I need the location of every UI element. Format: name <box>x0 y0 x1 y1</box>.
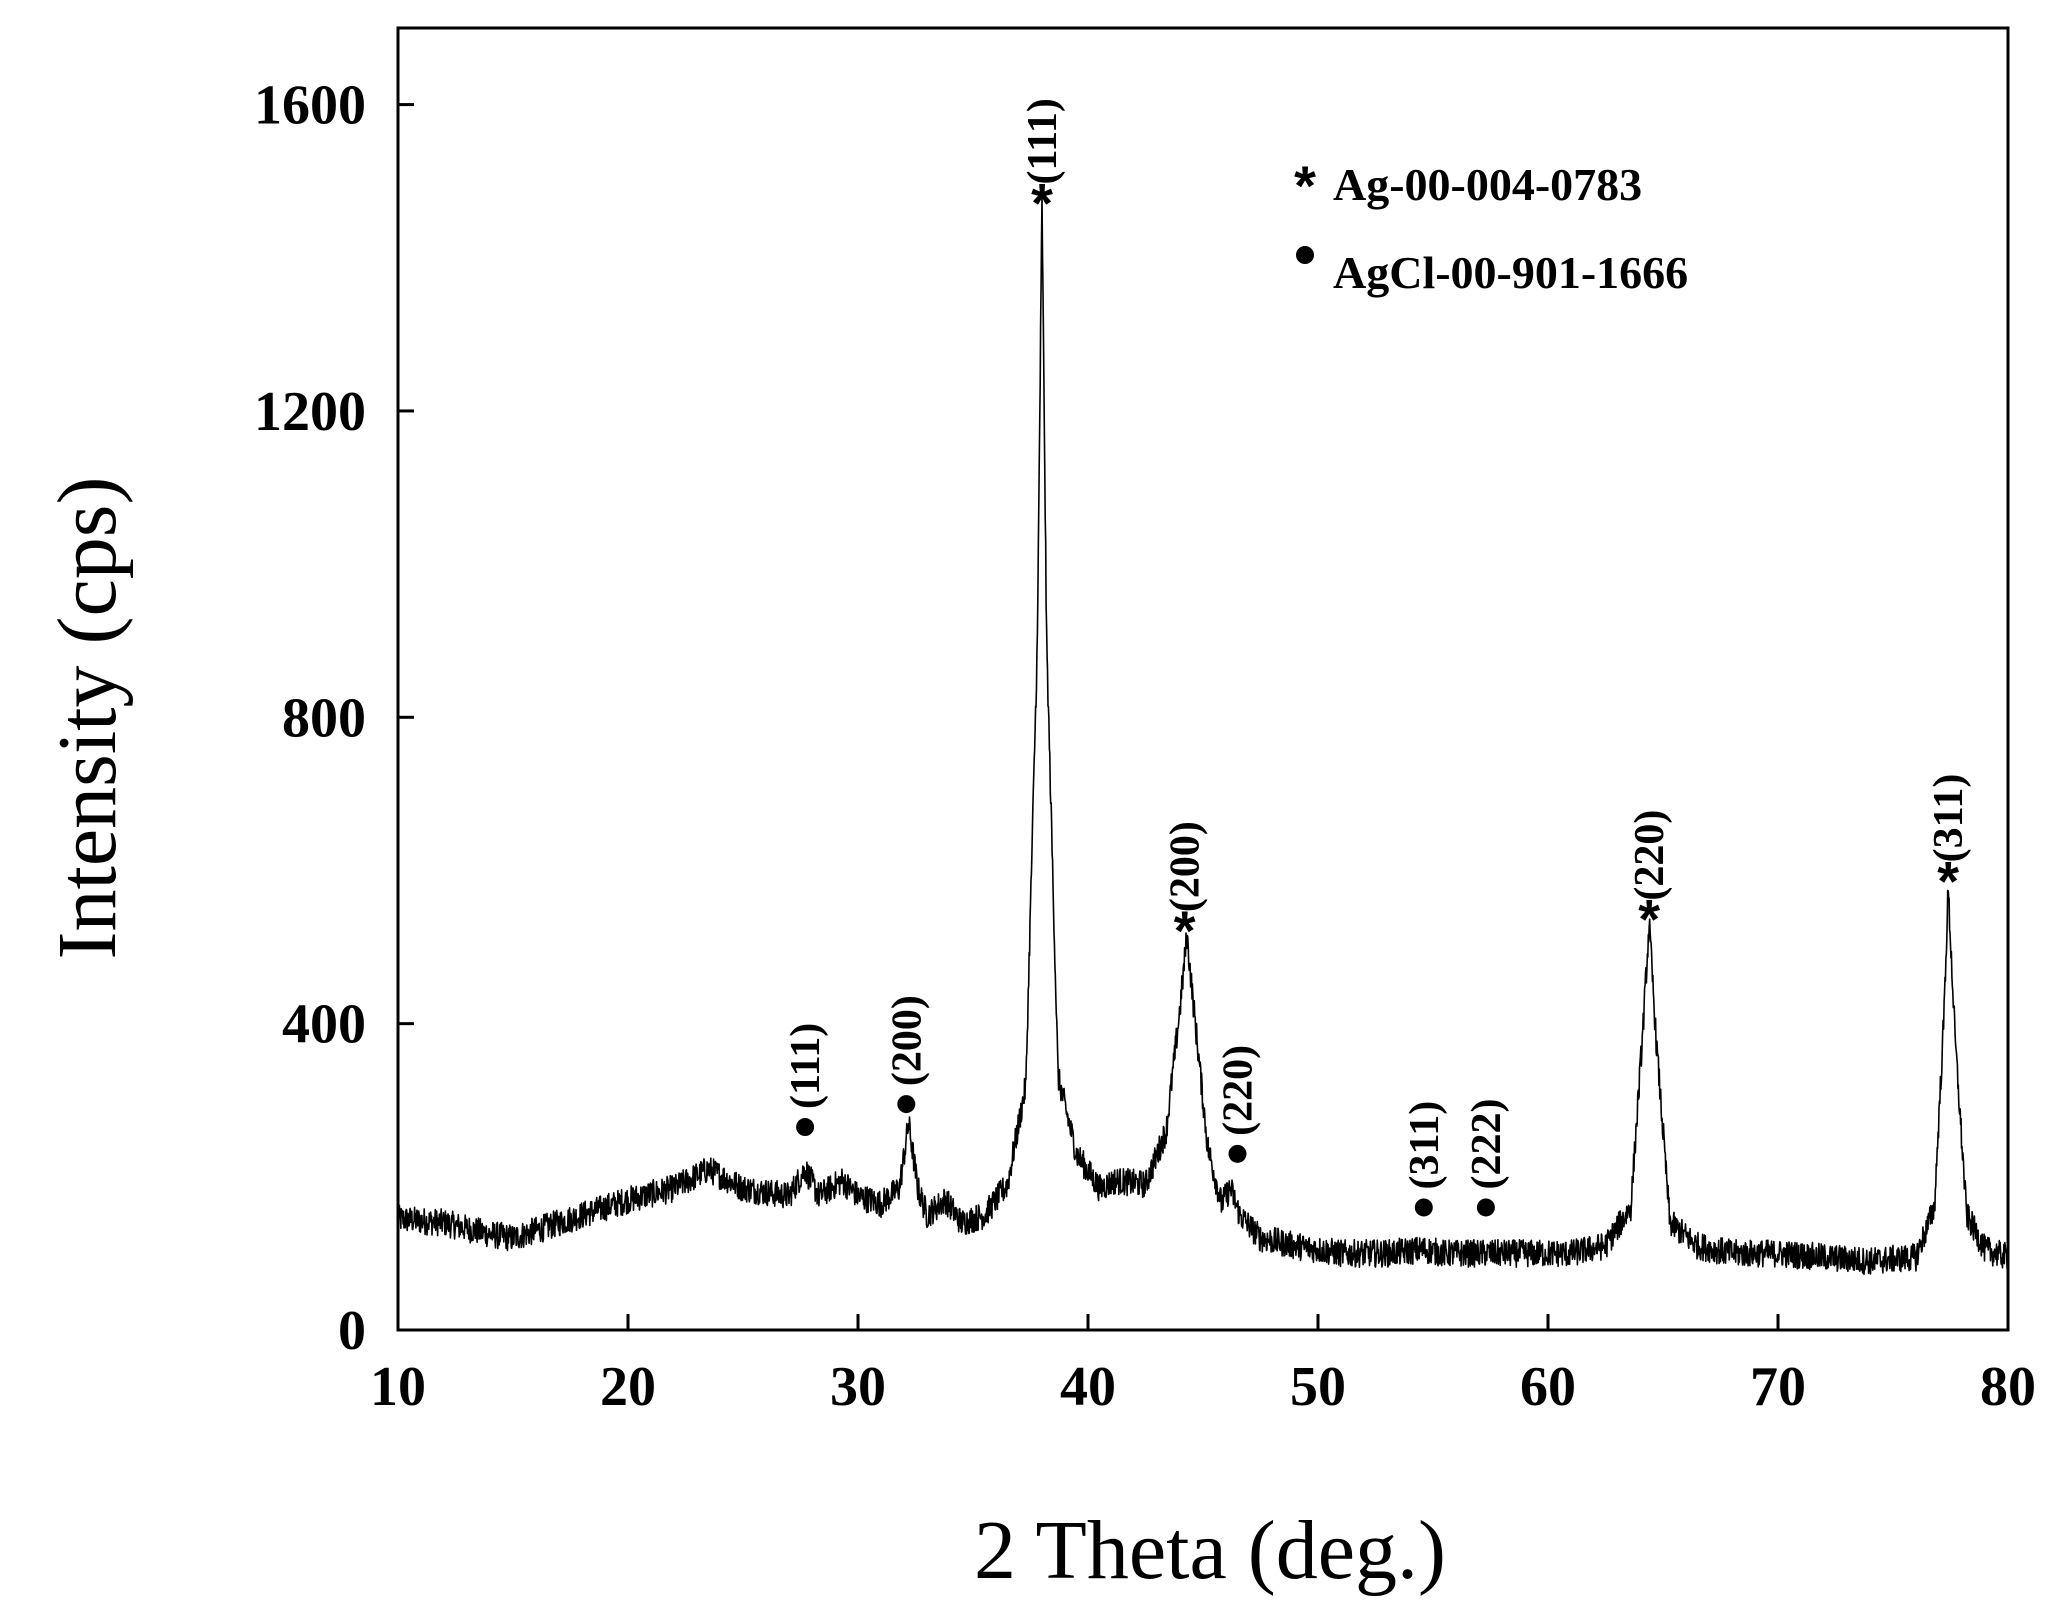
legend-label: Ag-00-004-0783 <box>1333 159 1642 210</box>
x-tick-label: 10 <box>370 1356 426 1418</box>
legend-star-icon: * <box>1294 154 1316 217</box>
annotation-layer: (111) (200)*(111)*(200)(220)(311) (222)*(2… <box>783 98 1972 1217</box>
peak-label: (111) <box>783 1023 829 1109</box>
agcl-peak-marker <box>897 1095 916 1114</box>
agcl-peak-marker <box>1228 1144 1247 1163</box>
x-axis-title: 2 Theta (deg.) <box>974 1504 1446 1597</box>
x-tick-label: 20 <box>600 1356 656 1418</box>
agcl-peak-marker <box>796 1118 815 1137</box>
ag-peak-marker: * <box>1031 171 1053 234</box>
plot-border <box>396 26 2010 1332</box>
y-tick-label: 0 <box>338 1300 366 1362</box>
x-axis: 10 20 30 40 50 60 70 80 <box>370 1314 2036 1418</box>
peak-label: (220) <box>1216 1045 1262 1136</box>
legend: * Ag-00-004-0783 AgCl-00-901-1666 <box>1294 154 1688 298</box>
peak-label: (222) <box>1464 1098 1510 1189</box>
y-tick-label: 800 <box>282 687 366 749</box>
peak-label: (200) <box>1163 821 1209 912</box>
y-tick-label: 1600 <box>254 75 366 137</box>
x-tick-label: 50 <box>1290 1356 1346 1418</box>
x-tick-label: 80 <box>1980 1356 2036 1418</box>
y-axis: 0 400 800 1200 1600 <box>254 75 414 1362</box>
peak-label: (200) <box>884 995 930 1086</box>
agcl-peak-marker <box>1414 1198 1433 1217</box>
agcl-peak-marker <box>1476 1198 1495 1217</box>
y-tick-label: 1200 <box>254 381 366 443</box>
legend-dot-icon <box>1296 246 1314 264</box>
peak-label: (311) <box>1402 1101 1448 1190</box>
peak-label: (220) <box>1627 810 1673 901</box>
peak-label: (111) <box>1020 98 1066 184</box>
series-line <box>397 195 2009 1275</box>
ag-peak-marker: * <box>1638 888 1660 951</box>
y-tick-label: 400 <box>282 994 366 1056</box>
x-tick-label: 70 <box>1750 1356 1806 1418</box>
x-tick-label: 30 <box>830 1356 886 1418</box>
ag-peak-marker: * <box>1937 849 1959 912</box>
legend-label: AgCl-00-901-1666 <box>1333 247 1688 298</box>
series-layer <box>397 195 2009 1275</box>
plot-frame <box>396 26 2010 1332</box>
x-tick-label: 40 <box>1060 1356 1116 1418</box>
ag-peak-marker: * <box>1174 899 1196 962</box>
y-axis-title: Intensity (cps) <box>41 477 134 960</box>
peak-label: (311) <box>1926 774 1972 863</box>
x-tick-label: 60 <box>1520 1356 1576 1418</box>
